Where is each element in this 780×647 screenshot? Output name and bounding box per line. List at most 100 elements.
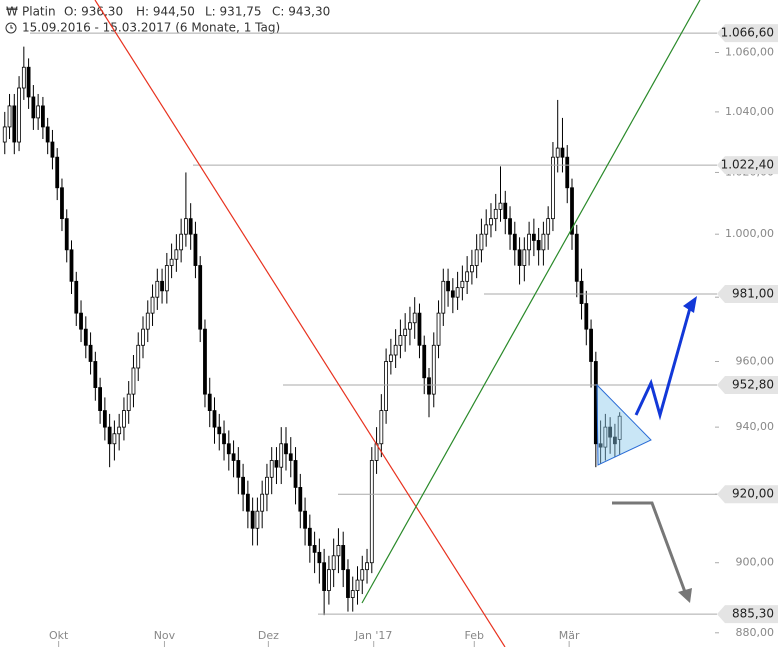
x-tick-label: Dez <box>258 629 279 642</box>
x-tick-label: Feb <box>465 629 484 642</box>
candle-body <box>393 344 398 356</box>
drawings <box>94 0 701 647</box>
candle-body <box>174 249 179 260</box>
candle-body <box>460 280 465 289</box>
candle-body <box>188 218 193 235</box>
candle-body <box>498 202 503 210</box>
candle-body <box>126 393 131 411</box>
candle-body <box>293 460 298 488</box>
candle-body <box>74 280 79 314</box>
candle-body <box>493 208 498 220</box>
bear-arrowhead <box>678 588 692 603</box>
candle-body <box>241 476 246 495</box>
candle-body <box>388 354 393 362</box>
candle-body <box>226 443 231 455</box>
candle-body <box>350 590 355 598</box>
candle-body <box>231 453 236 461</box>
candle-body <box>546 218 551 235</box>
candle-body <box>83 328 88 346</box>
level-box <box>717 24 778 43</box>
quote-close: C: 943,30 <box>272 5 330 19</box>
candle-body <box>555 147 560 158</box>
candle-body <box>536 240 541 251</box>
candle-body <box>179 233 184 251</box>
y-tick-label: 1.060,00 <box>725 46 774 59</box>
candle-body <box>155 280 160 298</box>
candle-body <box>207 393 212 411</box>
candle-body <box>131 367 136 395</box>
candle-body <box>169 258 174 266</box>
candle-body <box>527 233 531 251</box>
candle-body <box>50 141 55 158</box>
candle-body <box>579 280 584 304</box>
level-label: 1.022,40 <box>721 158 774 172</box>
candle-body <box>288 453 293 461</box>
candle-body <box>17 87 21 143</box>
candle-body <box>183 218 188 235</box>
candle-body <box>484 224 489 235</box>
candle-body <box>79 312 83 330</box>
candle-body <box>198 265 203 330</box>
candle-body <box>2 126 7 143</box>
candle-body <box>565 156 570 189</box>
candle-body <box>122 410 126 428</box>
candle-body <box>541 233 546 251</box>
level-label: 920,00 <box>732 487 774 501</box>
candle-body <box>570 187 574 235</box>
candle-body <box>450 290 455 298</box>
candle-body <box>45 126 50 143</box>
candle-body <box>312 545 317 553</box>
candle-body <box>331 555 336 571</box>
candle-body <box>379 410 384 445</box>
candle-body <box>222 433 226 445</box>
candle-body <box>203 328 207 395</box>
period: 15.09.2016 - 15.03.2017 (6 Monate, 1 Tag… <box>22 21 280 35</box>
header: ₩ Platin O: 936,30 H: 944,50 L: 931,75 C… <box>5 5 330 35</box>
candle-body <box>469 265 474 273</box>
candle-body <box>250 510 255 529</box>
candle-body <box>284 443 288 455</box>
clock-icon <box>5 22 17 34</box>
bull-arrowhead <box>683 296 697 313</box>
level-box <box>717 156 778 175</box>
candle-body <box>245 493 250 512</box>
candle-body <box>7 105 12 128</box>
candle-body <box>69 249 74 282</box>
candle-body <box>141 328 145 346</box>
candle-body <box>298 487 303 512</box>
candle-body <box>608 426 613 438</box>
candle-body <box>64 218 69 251</box>
candle-body <box>336 545 341 557</box>
candle-body <box>307 527 312 546</box>
candle-body <box>93 361 98 388</box>
candle-body <box>36 105 41 119</box>
candle-body <box>512 233 517 251</box>
resistance-trendline <box>94 0 506 647</box>
candle-body <box>617 415 622 440</box>
candle-body <box>441 280 446 314</box>
candle-body <box>436 312 441 346</box>
candle-body <box>369 460 374 564</box>
level-label: 981,00 <box>732 287 774 301</box>
candle-body <box>193 233 198 266</box>
candle-body <box>489 218 493 226</box>
candle-body <box>269 460 274 478</box>
x-tick-label: Nov <box>154 629 176 642</box>
candle-body <box>412 312 417 324</box>
candle-body <box>446 280 450 292</box>
level-box <box>717 605 778 624</box>
candle-body <box>465 271 470 282</box>
y-tick-label: 940,00 <box>736 420 775 433</box>
candle-body <box>88 344 93 362</box>
candle-body <box>355 579 360 591</box>
candle-body <box>12 105 17 143</box>
y-tick-label: 880,00 <box>736 626 775 639</box>
candle-body <box>164 265 169 292</box>
candle-body <box>365 562 369 571</box>
candle-body <box>560 147 565 158</box>
candle-body <box>265 476 269 495</box>
candle-body <box>326 569 331 591</box>
candle-body <box>503 202 508 220</box>
level-box <box>717 485 778 504</box>
candle-body <box>55 156 60 189</box>
